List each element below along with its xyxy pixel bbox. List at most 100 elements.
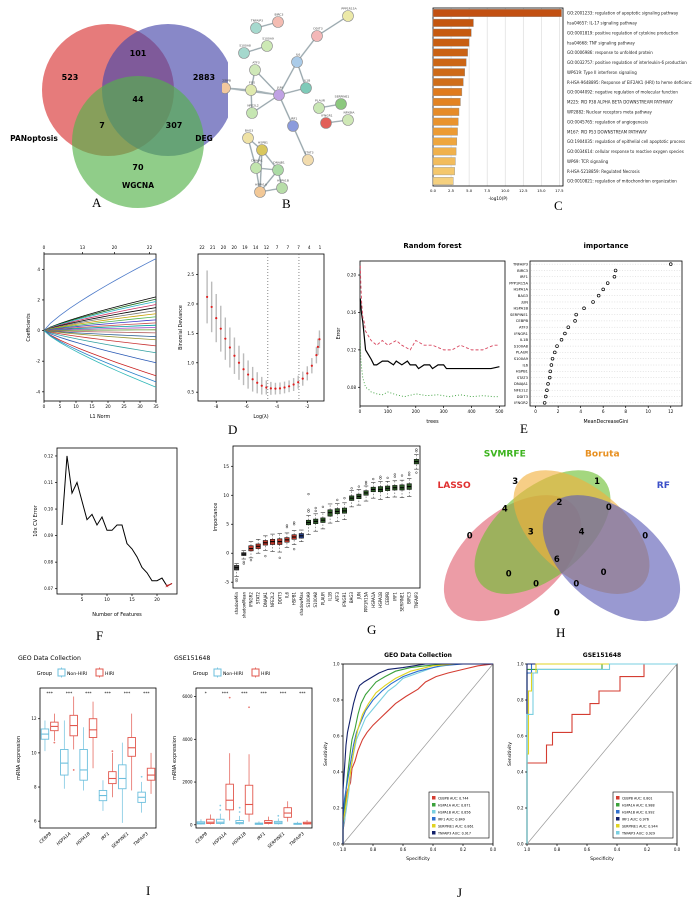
svg-text:JUN: JUN xyxy=(356,592,361,600)
svg-text:4: 4 xyxy=(579,527,585,537)
svg-text:307: 307 xyxy=(166,121,183,130)
svg-text:importance: importance xyxy=(584,242,629,250)
svg-text:4: 4 xyxy=(308,245,311,250)
svg-text:R-HSA-9648895: Response of EIF: R-HSA-9648895: Response of EIF2AK1 (HRI)… xyxy=(567,80,692,85)
svg-text:S100A9: S100A9 xyxy=(306,592,311,608)
svg-text:HSPA1A: HSPA1A xyxy=(55,831,72,847)
svg-text:HSPA1B AUC: 0.992: HSPA1B AUC: 0.992 xyxy=(622,810,655,814)
roc-curve xyxy=(342,663,493,844)
svg-text:DDIT3: DDIT3 xyxy=(313,27,322,31)
svg-text:15: 15 xyxy=(223,464,229,470)
svg-text:HSPA1A: HSPA1A xyxy=(371,592,376,608)
expression-box xyxy=(88,718,98,738)
svg-text:5: 5 xyxy=(226,522,229,528)
svg-text:7: 7 xyxy=(286,245,289,250)
svg-text:0: 0 xyxy=(43,245,46,250)
svg-text:-4: -4 xyxy=(275,404,280,409)
gene-node xyxy=(254,186,266,198)
svg-text:shadowMean: shadowMean xyxy=(241,592,246,619)
svg-text:GO:1904035: regulation of epit: GO:1904035: regulation of epithelial cel… xyxy=(567,139,685,144)
svg-text:PPP1R15A: PPP1R15A xyxy=(341,7,357,11)
svg-text:13: 13 xyxy=(80,245,86,250)
svg-text:5: 5 xyxy=(59,404,62,409)
svg-text:21: 21 xyxy=(210,245,216,250)
expression-box xyxy=(225,783,234,811)
legend-key xyxy=(251,668,260,677)
svg-text:CEBPB: CEBPB xyxy=(516,319,529,323)
svg-text:0.6: 0.6 xyxy=(517,734,524,739)
gene-node xyxy=(291,56,303,68)
svg-text:IRF1 AUC: 0.976: IRF1 AUC: 0.976 xyxy=(622,817,649,821)
pathway-bar xyxy=(432,48,468,57)
svg-text:***: *** xyxy=(85,691,92,697)
svg-text:S100A8: S100A8 xyxy=(239,44,251,48)
svg-text:0.8: 0.8 xyxy=(370,847,377,852)
gene-node xyxy=(256,144,268,156)
svg-text:Boruta: Boruta xyxy=(585,450,620,460)
coef-path xyxy=(43,329,157,331)
legend-key xyxy=(213,668,222,677)
coef-path xyxy=(43,322,157,331)
svg-text:0.20: 0.20 xyxy=(347,273,356,278)
svg-text:HSPA1A AUC: 0.988: HSPA1A AUC: 0.988 xyxy=(622,803,655,807)
svg-text:SVMRFE: SVMRFE xyxy=(484,450,526,460)
svg-text:DDIT3: DDIT3 xyxy=(277,592,282,605)
svg-text:-2: -2 xyxy=(305,404,310,409)
pathway-bar xyxy=(432,177,454,186)
gene-node xyxy=(287,120,299,132)
venn4-svg: LASSO SVMRFE Boruta RF 3 2 1 4 0 0 3 4 0 0 0 6 0 0 0 xyxy=(437,450,681,622)
roc-curve xyxy=(526,663,677,844)
svg-text:2.5: 2.5 xyxy=(448,188,455,193)
svg-text:200: 200 xyxy=(412,409,420,414)
importance-dot xyxy=(574,312,578,317)
cv-error-line xyxy=(61,455,173,587)
coef-path xyxy=(43,330,157,364)
pathway-bar xyxy=(432,157,456,166)
svg-text:0.4: 0.4 xyxy=(614,847,621,852)
svg-text:CEBPB: CEBPB xyxy=(194,831,209,845)
pathway-bar xyxy=(432,147,457,156)
svg-text:20: 20 xyxy=(154,597,160,603)
svg-text:2: 2 xyxy=(37,297,40,302)
coef-path xyxy=(43,310,157,331)
svg-text:0.0: 0.0 xyxy=(674,847,681,852)
pathway-bar xyxy=(432,137,458,146)
svg-text:JUN: JUN xyxy=(276,86,282,90)
svg-text:0.10: 0.10 xyxy=(44,507,53,512)
svg-text:SERPINE1: SERPINE1 xyxy=(400,592,405,612)
svg-text:0.6: 0.6 xyxy=(333,734,340,739)
svg-text:MeanDecreaseGini: MeanDecreaseGini xyxy=(584,419,629,425)
svg-text:S100A9: S100A9 xyxy=(514,357,529,361)
coef-path xyxy=(43,301,157,331)
svg-text:0: 0 xyxy=(601,567,607,577)
svg-text:3: 3 xyxy=(528,527,534,537)
svg-text:GO:0032757: positive regulatio: GO:0032757: positive regulation of inter… xyxy=(567,60,687,65)
pathway-bar xyxy=(432,18,474,27)
svg-text:0: 0 xyxy=(533,579,539,589)
expression-box xyxy=(127,737,136,757)
gene-node xyxy=(276,182,288,194)
svg-text:5: 5 xyxy=(81,597,84,603)
panel-letter-h: H xyxy=(556,625,566,640)
svg-text:RF: RF xyxy=(657,481,670,491)
pathway-bar xyxy=(432,117,459,126)
svg-text:GO:0045765: regulation of angi: GO:0045765: regulation of angiogenesis xyxy=(567,119,648,124)
boruta-box-panel: shadowMin shadowMean IFNGR2 STAT2 DNAJA1 NFE2… xyxy=(195,440,432,640)
svg-text:TNFAIP3: TNFAIP3 xyxy=(512,262,529,266)
svg-text:BAG3: BAG3 xyxy=(245,129,253,133)
roc-curve xyxy=(526,663,677,844)
svg-text:0.2: 0.2 xyxy=(517,806,524,811)
svg-text:-6: -6 xyxy=(244,404,249,409)
svg-text:GO:0034614: cellular response: GO:0034614: cellular response to reactiv… xyxy=(567,149,684,154)
svg-text:IL1B: IL1B xyxy=(520,338,528,342)
panel-letter-d: D xyxy=(228,422,238,437)
svg-text:HSPA1B AUC: 0.856: HSPA1B AUC: 0.856 xyxy=(438,810,471,814)
expression-box xyxy=(146,767,156,781)
svg-text:***: *** xyxy=(260,691,267,697)
svg-text:GSE151648: GSE151648 xyxy=(174,655,210,662)
svg-text:HSPA1B: HSPA1B xyxy=(514,307,529,311)
expression-box-svg: GEO Data Collection Group Non-HIRI HIRI *** C… xyxy=(16,655,313,850)
pathway-bar xyxy=(432,8,562,17)
svg-text:TNFAIP3: TNFAIP3 xyxy=(414,592,419,610)
